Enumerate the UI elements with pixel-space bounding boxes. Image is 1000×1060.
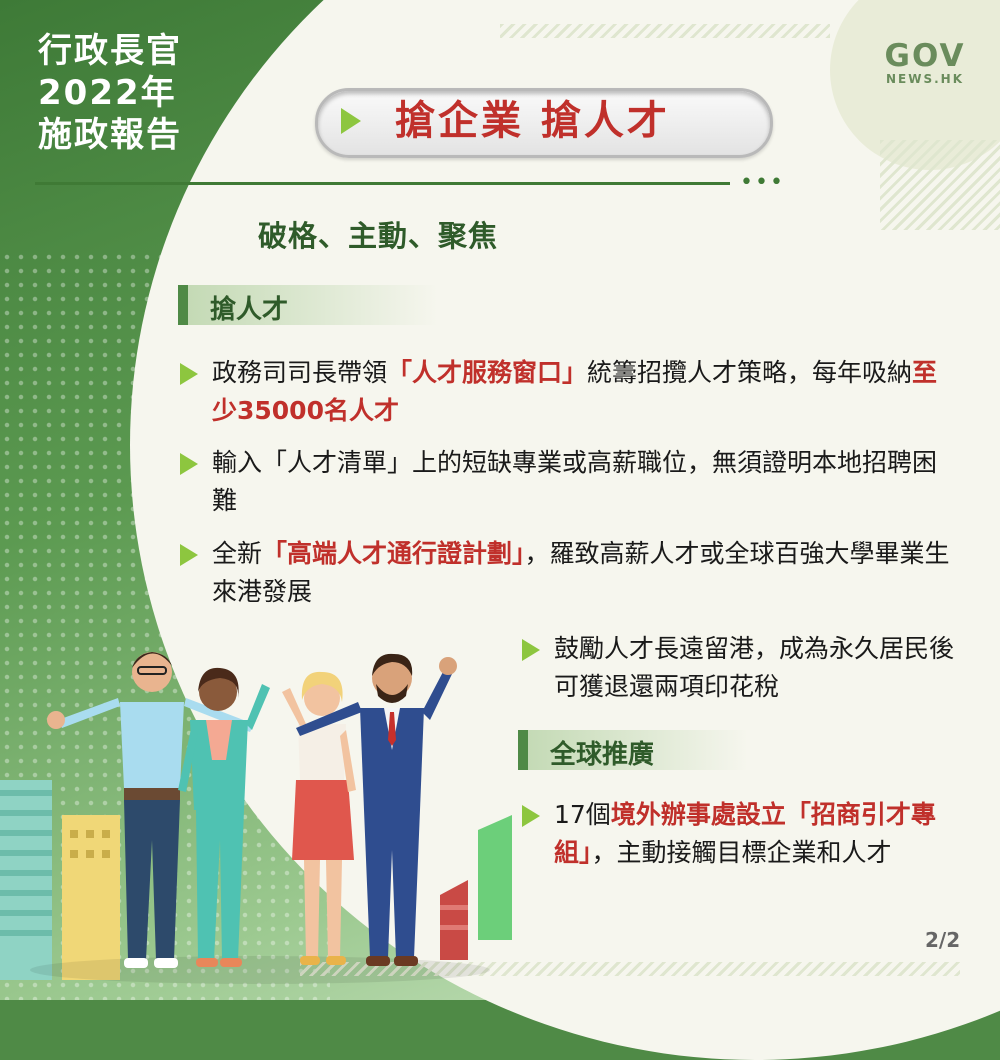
bullet-item: 輸入「人才清單」上的短缺專業或高薪職位，無須證明本地招聘困難 [180,444,960,520]
report-title-line-1: 行政長官 [38,30,218,72]
section-tag-global: 全球推廣 [518,730,748,770]
bullet-arrow-icon [522,805,540,827]
bullet-arrow-icon [522,639,540,661]
bullet-text: 17個 [554,800,611,829]
gov-news-logo: GOV NEWS.HK [870,40,980,86]
logo-main-text: GOV [870,40,980,72]
subtitle: 破格、主動、聚焦 [258,213,498,255]
bullet-text: 政務司司長帶領 [212,358,387,387]
bullet-text: 全新 [212,539,262,568]
bullet-item: 政務司司長帶領「人才服務窗口」統籌招攬人才策略，每年吸納至少35000名人才 [180,354,960,430]
section-tag-label: 全球推廣 [550,734,654,771]
logo-sub-text: NEWS.HK [870,72,980,86]
section-tag-talent: 搶人才 [178,285,438,325]
building-yellow-icon [62,815,120,980]
divider-line [35,182,730,185]
bullet-highlight: 「人才服務窗口」 [387,358,587,387]
bullet-text: 統籌招攬人才策略，每年吸納 [587,358,912,387]
building-red-icon [440,880,468,960]
ellipsis-dots-icon: ••• [740,175,785,191]
bullet-item: 鼓勵人才長遠留港，成為永久居民後可獲退還兩項印花稅 [522,630,962,706]
bullet-highlight: 「高端人才通行證計劃」 [262,539,525,568]
bullet-arrow-icon [180,544,198,566]
bullet-text: 輸入「人才清單」上的短缺專業或高薪職位，無須證明本地招聘困難 [212,448,937,515]
report-title-line-2: 2022年 [38,72,218,114]
section-tag-label: 搶人才 [210,289,288,326]
building-teal-icon [0,780,52,980]
play-arrow-icon [341,108,361,134]
bullet-text: ，主動接觸目標企業和人才 [592,838,892,867]
bullet-text: 鼓勵人才長遠留港，成為永久居民後可獲退還兩項印花稅 [554,634,954,701]
bullet-item: 17個境外辦事處設立「招商引才專組」，主動接觸目標企業和人才 [522,796,962,872]
bullet-item: 全新「高端人才通行證計劃」，羅致高薪人才或全球百強大學畢業生來港發展 [180,535,960,611]
bullet-arrow-icon [180,453,198,475]
building-green-icon [478,815,512,940]
team-illustration [0,640,520,990]
report-title: 行政長官 2022年 施政報告 [38,30,218,156]
page-number: 2/2 [925,928,960,952]
main-title: 搶企業 搶人才 [395,95,670,147]
bullet-arrow-icon [180,363,198,385]
decorative-hatch-top [500,24,830,38]
report-title-line-3: 施政報告 [38,114,218,156]
decorative-hatch-right [880,140,1000,230]
